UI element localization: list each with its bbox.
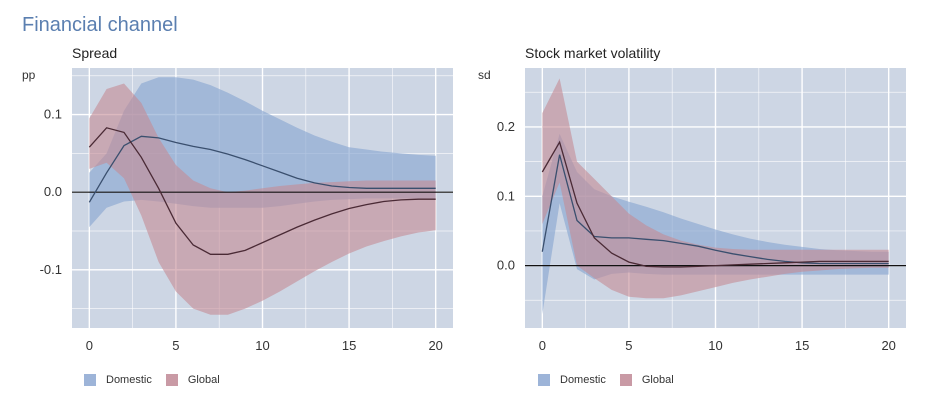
y-tick-label: 0.1	[497, 188, 515, 203]
x-tick-label: 20	[881, 338, 895, 353]
legend-swatch-global	[619, 374, 632, 386]
global-band	[542, 78, 889, 299]
legend-spread: Domestic Global	[84, 374, 234, 386]
x-tick-label: 10	[255, 338, 269, 353]
x-tick-label: 20	[428, 338, 442, 353]
global-median-line	[541, 140, 889, 268]
x-tick-label: 15	[795, 338, 809, 353]
x-tick-label: 0	[86, 338, 93, 353]
global-band	[89, 83, 436, 315]
x-tick-label: 5	[625, 338, 632, 353]
legend-swatch-domestic	[84, 374, 96, 386]
x-tick-label: 15	[342, 338, 356, 353]
x-tick-label: 10	[708, 338, 722, 353]
y-unit-volatility: sd	[478, 68, 491, 82]
x-tick-label: 0	[539, 338, 546, 353]
x-tick-label: 5	[172, 338, 179, 353]
domestic-median-line	[88, 135, 436, 203]
main-title: Financial channel	[22, 14, 178, 36]
legend-label-domestic: Domestic	[106, 374, 152, 386]
legend-label-global: Global	[641, 374, 674, 386]
y-tick-label: 0.1	[44, 107, 62, 122]
domestic-median-line	[541, 154, 889, 265]
y-tick-label: 0.2	[497, 119, 515, 134]
y-unit-spread: pp	[22, 68, 36, 82]
legend-label-domestic: Domestic	[560, 374, 606, 386]
legend-swatch-domestic	[538, 374, 550, 386]
global-median-line	[88, 127, 436, 255]
y-tick-label: 0.0	[497, 258, 515, 273]
chart-title-volatility: Stock market volatility	[525, 45, 661, 61]
legend-label-global: Global	[187, 374, 220, 386]
chart-title-spread: Spread	[72, 45, 118, 61]
y-tick-label: 0.0	[44, 184, 62, 199]
legend-volatility: Domestic Global	[538, 374, 688, 386]
y-tick-label: -0.1	[40, 262, 62, 277]
legend-swatch-global	[165, 374, 178, 386]
